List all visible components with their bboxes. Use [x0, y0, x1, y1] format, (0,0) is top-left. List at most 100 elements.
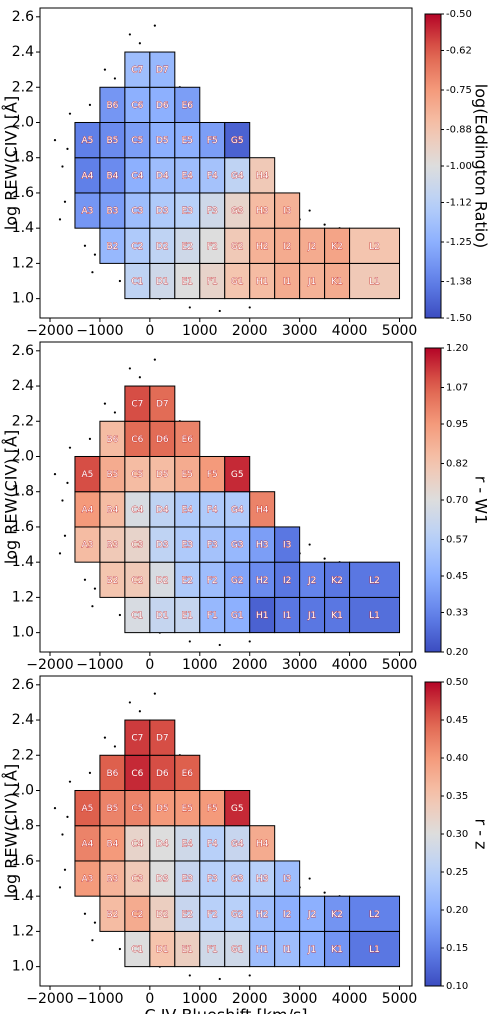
cell-label: D4 [156, 171, 169, 181]
scatter-point [61, 833, 63, 835]
cell-label: A3 [81, 541, 93, 551]
scatter-point [104, 737, 106, 739]
cell-label: B5 [106, 804, 118, 814]
scatter-point [91, 605, 93, 607]
cell-label: J1 [307, 277, 316, 287]
cell-label: G5 [231, 804, 244, 814]
scatter-point [59, 552, 61, 554]
cell-label: C5 [131, 470, 143, 480]
cell-label: A5 [81, 804, 93, 814]
cell-label: B3 [106, 541, 118, 551]
cell-label: D1 [156, 611, 169, 621]
scatter-point [54, 473, 56, 475]
cell-label: J2 [307, 910, 316, 920]
x-tick-label: −2000 [26, 657, 73, 673]
scatter-point [119, 948, 121, 950]
cell-label: B2 [106, 910, 118, 920]
scatter-point [129, 367, 131, 369]
cell-label: H2 [256, 576, 269, 586]
cell-label: A3 [81, 207, 93, 217]
scatter-point [324, 892, 326, 894]
scatter-point [54, 139, 56, 141]
scatter-point [104, 69, 106, 71]
cell-label: I2 [283, 576, 291, 586]
scatter-point [324, 558, 326, 560]
x-tick-label: 4000 [332, 991, 368, 1007]
colorbar-tick-label: 0.20 [446, 905, 468, 916]
y-tick-label: 2.2 [12, 747, 34, 763]
cell-label: J1 [307, 611, 316, 621]
scatter-point [84, 579, 86, 581]
scatter-point [309, 543, 311, 545]
scatter-point [91, 271, 93, 273]
y-tick-label: 2.6 [12, 677, 34, 693]
cell-label: J1 [307, 945, 316, 955]
colorbar-tick-label: 0.15 [446, 943, 468, 954]
x-tick-label: −2000 [26, 323, 73, 339]
scatter-point [219, 644, 221, 646]
cell-label: D3 [156, 875, 169, 885]
cell-label: D6 [156, 435, 169, 445]
cell-label: F2 [207, 910, 218, 920]
cell-label: E2 [182, 576, 193, 586]
cell-label: C3 [131, 875, 143, 885]
colorbar-tick-label: -1.12 [446, 197, 472, 208]
cell-label: C7 [131, 734, 143, 744]
cell-label: C2 [131, 910, 143, 920]
cell-label: I1 [283, 945, 291, 955]
cell-label: E2 [182, 242, 193, 252]
colorbar-label: r - z [472, 819, 489, 850]
colorbar-tick-label: 0.57 [446, 535, 468, 546]
cell-label: C4 [131, 839, 143, 849]
cell-label: F2 [207, 576, 218, 586]
cell-label: L2 [369, 242, 380, 252]
colorbar-tick-label: -1.25 [446, 237, 472, 248]
scatter-point [189, 306, 191, 308]
y-tick-label: 2.4 [12, 378, 34, 394]
y-tick-label: 2.4 [12, 712, 34, 728]
x-tick-label: 1000 [182, 323, 218, 339]
x-tick-label: −1000 [76, 323, 123, 339]
cell-label: A5 [81, 470, 93, 480]
colorbar-tick-label: 1.07 [446, 383, 468, 394]
scatter-point [219, 978, 221, 980]
y-tick-label: 1.2 [12, 255, 34, 271]
y-tick-label: 2.6 [12, 9, 34, 25]
scatter-point [104, 403, 106, 405]
scatter-point [139, 710, 141, 712]
cell-label: F5 [207, 804, 218, 814]
cell-label: E4 [182, 505, 194, 515]
y-tick-label: 1.2 [12, 589, 34, 605]
cell-label: B5 [106, 470, 118, 480]
cell-label: C5 [131, 804, 143, 814]
scatter-point [54, 807, 56, 809]
y-tick-label: 2.2 [12, 413, 34, 429]
cell-label: D5 [156, 804, 169, 814]
cell-label: C5 [131, 136, 143, 146]
y-tick-label: 1.2 [12, 923, 34, 939]
cell-label: D2 [156, 910, 169, 920]
scatter-point [189, 974, 191, 976]
y-tick-label: 2.6 [12, 343, 34, 359]
cell-label: H2 [256, 910, 269, 920]
scatter-point [119, 280, 121, 282]
colorbar [425, 682, 441, 986]
cell-label: F3 [207, 207, 218, 217]
cell-label: C3 [131, 541, 143, 551]
y-tick-label: 1.0 [12, 291, 34, 307]
y-axis-label: log REW(CIV) [Å] [2, 764, 21, 898]
cell-label: A4 [81, 505, 93, 515]
cell-label: B3 [106, 207, 118, 217]
cell-label: F1 [207, 611, 218, 621]
cell-label: G4 [231, 505, 244, 515]
colorbar-tick-label: 0.70 [446, 495, 468, 506]
scatter-point [154, 25, 156, 27]
cell-label: C2 [131, 242, 143, 252]
y-axis-label: log REW(CIV) [Å] [2, 430, 21, 564]
scatter-point [66, 148, 68, 150]
scatter-point [114, 745, 116, 747]
scatter-point [89, 104, 91, 106]
cell-label: A4 [81, 839, 93, 849]
cell-label: F2 [207, 242, 218, 252]
